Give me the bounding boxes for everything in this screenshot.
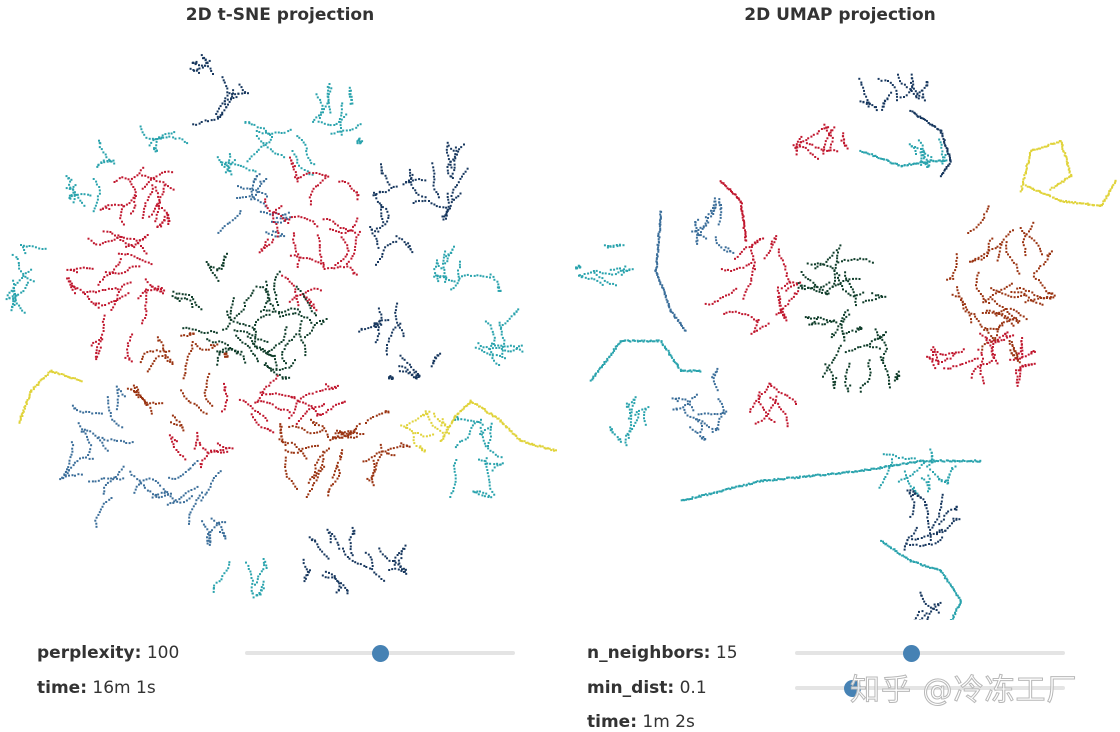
umap-scatter-plot	[575, 73, 1117, 620]
n-neighbors-value: 15	[715, 643, 738, 663]
n-neighbors-row: n_neighbors: 15	[587, 643, 738, 663]
perplexity-label: perplexity:	[37, 643, 142, 663]
tsne-time-value: 16m 1s	[92, 678, 156, 698]
tsne-scatter-plot	[5, 54, 557, 599]
n-neighbors-label: n_neighbors:	[587, 643, 711, 663]
min-dist-label: min_dist:	[587, 678, 675, 698]
tsne-panel: 2D t-SNE projection perplexity: 100 time…	[5, 5, 557, 698]
umap-panel: 2D UMAP projection n_neighbors: 15 min_d…	[560, 0, 1120, 732]
tsne-time-row: time: 16m 1s	[37, 678, 156, 698]
perplexity-slider[interactable]	[245, 645, 515, 662]
min-dist-row: min_dist: 0.1	[587, 678, 707, 698]
n-neighbors-slider-thumb[interactable]	[903, 645, 921, 662]
min-dist-slider[interactable]	[795, 680, 1065, 697]
perplexity-value: 100	[146, 643, 180, 663]
perplexity-label-row: perplexity: 100	[37, 643, 179, 663]
umap-time-label: time:	[587, 712, 637, 732]
umap-time-value: 1m 2s	[642, 712, 695, 732]
tsne-time-label: time:	[37, 678, 87, 698]
n-neighbors-slider[interactable]	[795, 645, 1065, 662]
umap-time-row: time: 1m 2s	[587, 712, 695, 732]
perplexity-slider-thumb[interactable]	[372, 645, 389, 662]
min-dist-value: 0.1	[679, 678, 707, 698]
min-dist-slider-thumb[interactable]	[843, 680, 861, 697]
tsne-title: 2D t-SNE projection	[185, 5, 375, 25]
umap-title: 2D UMAP projection	[744, 5, 936, 25]
